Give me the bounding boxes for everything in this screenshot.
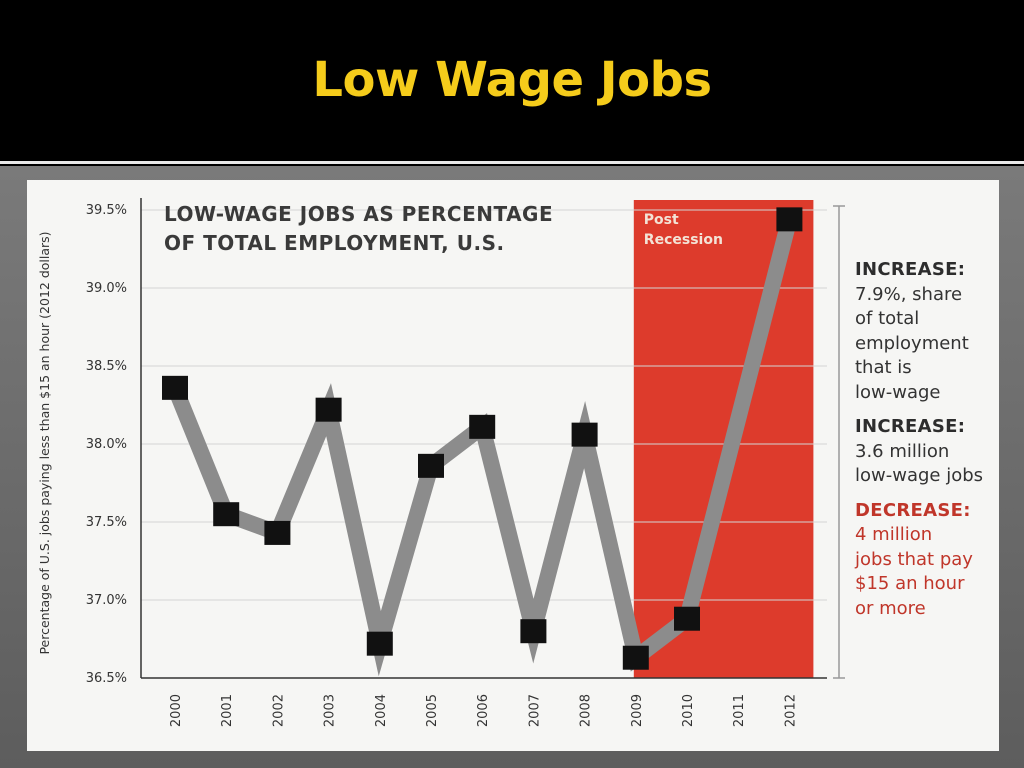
data-point [418,453,444,478]
data-point [264,520,291,545]
y-tick-label: 39.0% [86,281,127,296]
annotation-heading: DECREASE: [855,499,971,521]
data-point [674,606,700,631]
post-recession-band [633,200,814,678]
x-tick-label: 2002 [271,694,286,727]
line-chart: Post Recession 39.5% 39.0% 38.5% 38.0% 37.5% 37… [37,198,845,727]
y-axis-label: Percentage of U.S. jobs paying less than… [37,231,52,654]
annotation-body: 4 million jobs that pay $15 an hour or m… [855,524,973,619]
text-layer: Post Recession 39.5% 39.0% 38.5% 38.0% 37.5% 37… [37,202,798,727]
x-tick-label: 2007 [527,694,542,727]
y-tick-label: 37.0% [86,593,127,608]
x-tick-label: 2010 [681,694,696,727]
x-tick-label: 2005 [425,694,440,727]
y-tick-label: 38.0% [86,437,127,452]
slide-title: Low Wage Jobs [312,52,712,108]
annotation-block: DECREASE: 4 million jobs that pay $15 an … [855,499,1005,622]
series-layer [162,207,803,677]
y-tick-label: 38.5% [86,359,127,374]
x-tick-label: 2003 [323,694,338,727]
data-point [213,502,240,527]
data-point [315,397,342,422]
data-point [520,619,547,644]
data-point [571,422,598,447]
annotation-body: 7.9%, share of total employment that is … [855,283,969,403]
data-point [622,645,649,670]
chart-title-line: LOW-WAGE JOBS AS PERCENTAGE [164,202,553,226]
data-point [162,375,188,400]
data-point [366,631,393,656]
annotation-block: INCREASE: 3.6 million low-wage jobs [855,415,1005,489]
data-point [469,414,496,439]
axis-layer [140,198,845,679]
x-tick-label: 2008 [579,694,594,727]
x-tick-label: 2009 [630,694,645,727]
y-tick-label: 37.5% [86,515,127,530]
title-divider [0,161,1024,164]
x-tick-label: 2011 [732,694,747,727]
annotation-heading: INCREASE: [855,259,966,280]
title-bar: Low Wage Jobs [0,0,1024,160]
data-point [776,207,803,232]
band-label-line: Post [644,212,679,228]
chart-panel: Post Recession 39.5% 39.0% 38.5% 38.0% 37.5% 37… [27,180,999,751]
annotation-heading: INCREASE: [855,416,966,437]
annotation-body: 3.6 million low-wage jobs [855,440,984,487]
y-tick-label: 39.5% [86,203,127,218]
annotation-block: INCREASE: 7.9%, share of total employment… [855,258,1005,405]
x-tick-label: 2012 [783,694,798,727]
x-tick-label: 2006 [476,694,491,727]
band-label-line: Recession [644,232,723,248]
highlight-band-layer [633,200,814,678]
annotation-panel: INCREASE: 7.9%, share of total employment… [855,258,1005,631]
x-tick-label: 2004 [374,694,389,727]
x-tick-label: 2001 [220,694,235,727]
x-tick-label: 2000 [169,694,184,727]
chart-title-line: OF TOTAL EMPLOYMENT, U.S. [164,231,505,255]
y-tick-label: 36.5% [86,671,127,686]
